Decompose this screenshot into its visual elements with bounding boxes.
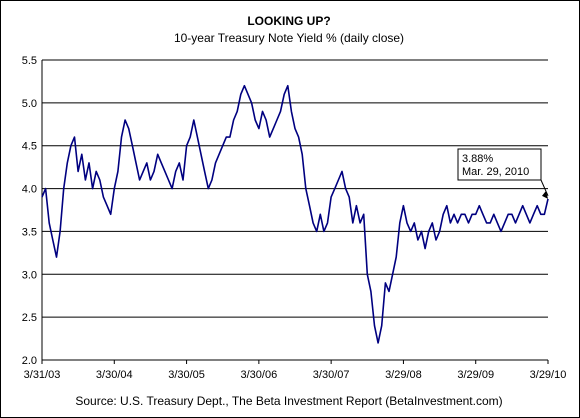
- x-tick-label: 3/29/10: [530, 369, 567, 381]
- annotation-box: [457, 148, 542, 181]
- x-tick-label: 3/29/09: [457, 369, 494, 381]
- x-tick-label: 3/31/03: [24, 369, 61, 381]
- y-tick-label: 3.5: [22, 226, 37, 238]
- y-tick-label: 2.0: [22, 355, 37, 367]
- y-tick-label: 2.5: [22, 312, 37, 324]
- annotation-pointer: [540, 179, 549, 197]
- y-tick-label: 3.0: [22, 269, 37, 281]
- y-tick-label: 5.5: [22, 55, 37, 67]
- annotation-value: 3.88%: [462, 153, 493, 165]
- annotation-arrowhead: [542, 190, 548, 199]
- x-tick-label: 3/30/04: [96, 369, 133, 381]
- y-tick-label: 4.5: [22, 141, 37, 153]
- x-tick-label: 3/30/06: [241, 369, 278, 381]
- annotation-date: Mar. 29, 2010: [462, 166, 529, 178]
- chart-subtitle: 10-year Treasury Note Yield % (daily clo…: [173, 31, 405, 45]
- x-tick-label: 3/30/07: [313, 369, 350, 381]
- series-line: [41, 84, 549, 344]
- x-tick-label: 3/30/05: [168, 369, 205, 381]
- y-tick-label: 4.0: [22, 184, 37, 196]
- chart-title: LOOKING UP?: [247, 14, 331, 28]
- y-tick-label: 5.0: [22, 98, 37, 110]
- chart-source: Source: U.S. Treasury Dept., The Beta In…: [75, 394, 503, 408]
- x-tick-label: 3/29/08: [385, 369, 422, 381]
